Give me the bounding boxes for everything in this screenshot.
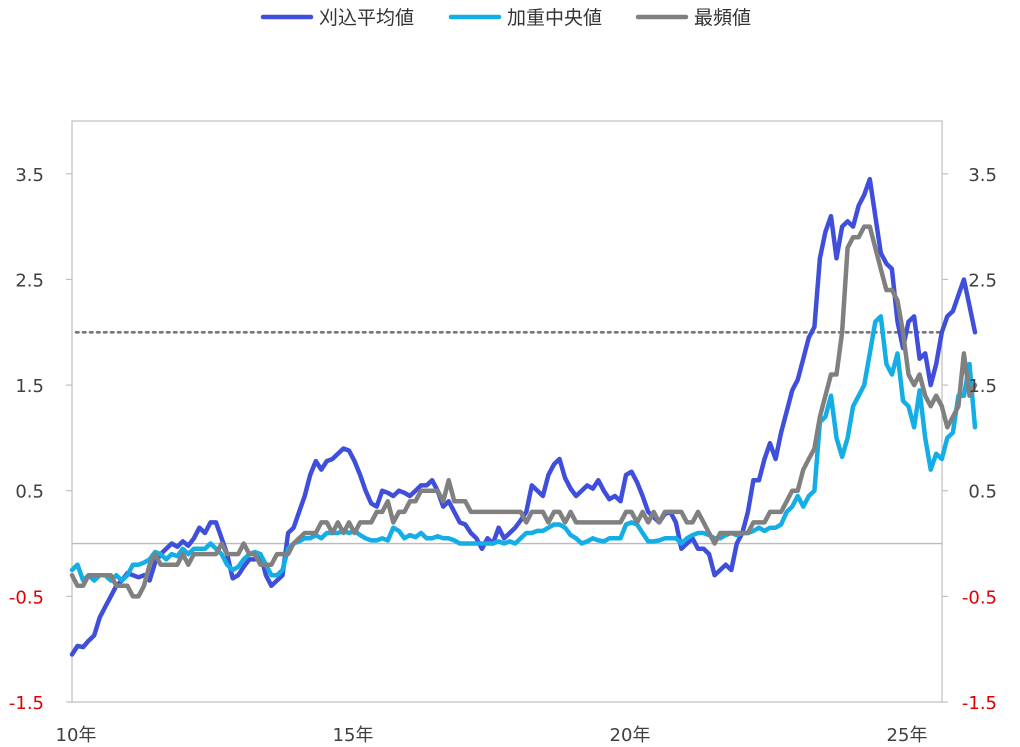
x-tick-label: 15年 [333, 725, 374, 746]
series-layer [69, 176, 978, 657]
y-tick-label-right: 3.5 [968, 165, 997, 186]
plot-area-border [71, 120, 943, 703]
y-axis-left: 3.5 2.5 1.5 0.5 -0.5 -1.5 [9, 165, 72, 714]
y-tick-label-left: 0.5 [15, 482, 44, 503]
y-tick-label-left: -1.5 [9, 693, 44, 714]
y-axis-right: 3.5 2.5 1.5 0.5 -0.5 -1.5 [942, 165, 997, 714]
y-tick-label-right: 2.5 [968, 270, 997, 291]
x-tick-label: 20年 [610, 725, 651, 746]
chart-legend: 刈込平均値 加重中央値 最頻値 [260, 7, 751, 29]
x-axis: 10年 15年 20年 25年 [56, 725, 928, 746]
x-tick-label: 10年 [56, 725, 97, 746]
y-tick-label-right: -1.5 [962, 693, 997, 714]
legend-label: 刈込平均値 [319, 7, 414, 29]
y-tick-label-right: 0.5 [968, 482, 997, 503]
x-tick-label: 25年 [887, 725, 928, 746]
y-tick-label-right: 1.5 [968, 376, 997, 397]
y-tick-label-right: -0.5 [962, 587, 997, 608]
y-tick-label-left: 1.5 [15, 376, 44, 397]
legend-label: 最頻値 [694, 7, 751, 29]
series-line-3 [69, 224, 978, 599]
y-tick-label-left: -0.5 [9, 587, 44, 608]
y-tick-label-left: 2.5 [15, 270, 44, 291]
series-line-1 [69, 176, 978, 657]
series-line-2 [69, 314, 978, 583]
y-tick-label-left: 3.5 [15, 165, 44, 186]
legend-label: 加重中央値 [507, 7, 602, 29]
